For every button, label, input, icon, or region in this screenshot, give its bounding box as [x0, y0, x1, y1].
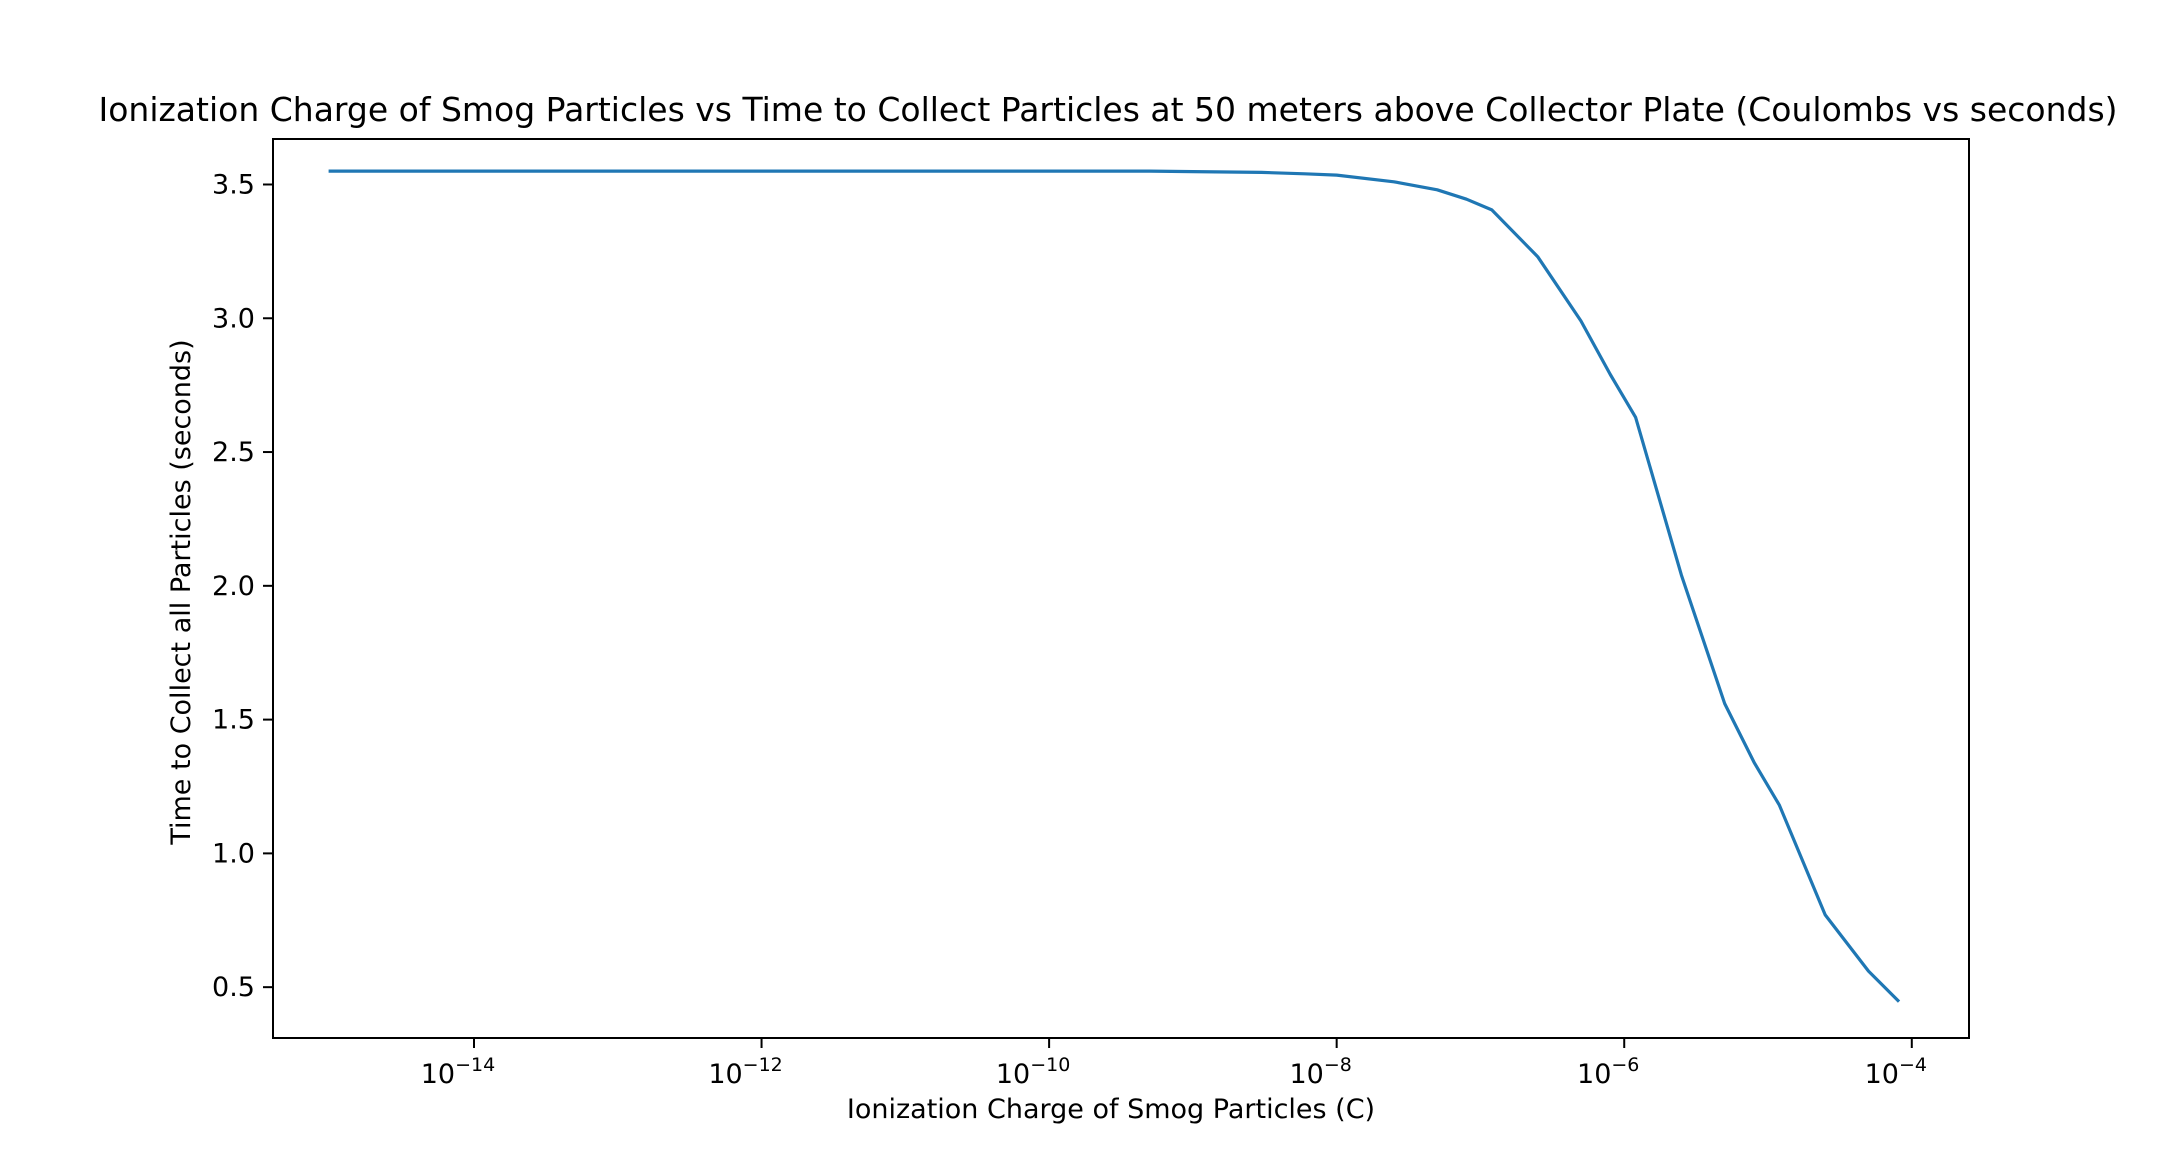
series-line	[328, 169, 1901, 1003]
y-tick-label: 3.5	[212, 169, 255, 200]
plot-area	[328, 169, 1901, 1003]
x-tick-label: 10−14	[421, 1054, 495, 1090]
y-tick-label: 1.0	[212, 838, 255, 869]
x-axis-label: Ionization Charge of Smog Particles (C)	[847, 1094, 1375, 1125]
y-axis-label: Time to Collect all Particles (seconds)	[166, 339, 197, 845]
x-tick-label: 10−6	[1577, 1054, 1639, 1090]
y-tick-label: 3.0	[212, 303, 255, 334]
chart-title: Ionization Charge of Smog Particles vs T…	[98, 90, 2117, 129]
y-tick-label: 2.5	[212, 437, 255, 468]
x-tick-label: 10−10	[996, 1054, 1070, 1090]
y-axis: 0.5 1.0 1.5 2.0 2.5 3.0 3.5	[212, 169, 273, 1003]
y-tick-label: 0.5	[212, 972, 255, 1003]
axes-frame	[272, 138, 1970, 1039]
x-tick-label: 10−4	[1865, 1054, 1927, 1090]
x-tick-label: 10−12	[708, 1054, 782, 1090]
y-tick-label: 2.0	[212, 571, 255, 602]
x-axis: 10−14 10−12 10−10 10−8 10−6 10−4	[421, 1038, 1927, 1090]
x-tick-label: 10−8	[1289, 1054, 1351, 1090]
y-tick-label: 1.5	[212, 705, 255, 736]
